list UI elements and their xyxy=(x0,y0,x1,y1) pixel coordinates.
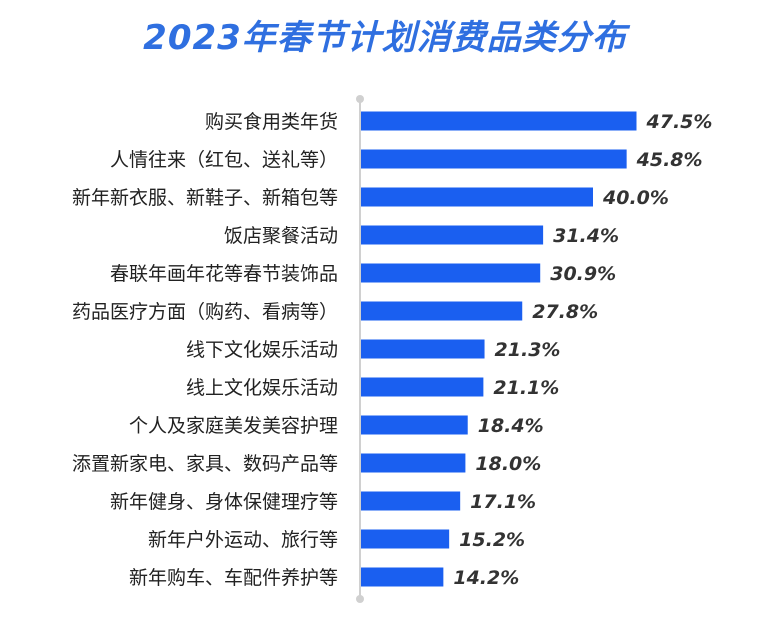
category-label: 药品医疗方面（购药、看病等） xyxy=(72,301,338,323)
value-label: 21.3% xyxy=(495,339,561,361)
bar xyxy=(361,225,544,245)
value-label: 30.9% xyxy=(550,263,616,285)
bar xyxy=(361,149,627,169)
value-label: 31.4% xyxy=(553,225,619,247)
bar xyxy=(361,301,523,321)
value-label: 45.8% xyxy=(636,149,703,171)
bar xyxy=(361,529,450,549)
value-label: 18.4% xyxy=(478,415,544,437)
category-label: 购买食用类年货 xyxy=(205,111,338,133)
bar xyxy=(361,339,485,359)
bar xyxy=(361,263,541,283)
category-label: 添置新家电、家具、数码产品等 xyxy=(72,453,338,475)
category-label: 饭店聚餐活动 xyxy=(224,225,338,247)
category-label: 新年新衣服、新鞋子、新箱包等 xyxy=(72,187,338,209)
category-label: 线下文化娱乐活动 xyxy=(186,339,338,361)
bar xyxy=(361,415,468,435)
axis-bottom-dot xyxy=(356,595,364,603)
bar xyxy=(361,187,593,207)
value-label: 21.1% xyxy=(493,377,559,399)
value-label: 47.5% xyxy=(646,111,713,133)
category-label: 个人及家庭美发美容护理 xyxy=(129,415,338,437)
category-label: 新年健身、身体保健理疗等 xyxy=(110,491,338,513)
category-label: 春联年画年花等春节装饰品 xyxy=(110,263,338,285)
bar xyxy=(361,453,466,473)
value-label: 15.2% xyxy=(459,529,525,551)
value-label: 18.0% xyxy=(475,453,541,475)
value-label: 40.0% xyxy=(602,187,669,209)
value-label: 27.8% xyxy=(532,301,598,323)
value-label: 14.2% xyxy=(453,567,519,589)
axis-top-dot xyxy=(356,95,364,103)
category-label: 新年购车、车配件养护等 xyxy=(129,567,338,589)
category-label: 新年户外运动、旅行等 xyxy=(148,529,338,551)
bar xyxy=(361,567,444,587)
bar xyxy=(361,491,461,511)
category-label: 人情往来（红包、送礼等） xyxy=(110,149,338,171)
bar xyxy=(361,377,484,397)
value-label: 17.1% xyxy=(470,491,536,513)
category-label: 线上文化娱乐活动 xyxy=(186,377,338,399)
bar xyxy=(361,111,637,131)
chart-title: 2023年春节计划消费品类分布 xyxy=(143,18,627,58)
